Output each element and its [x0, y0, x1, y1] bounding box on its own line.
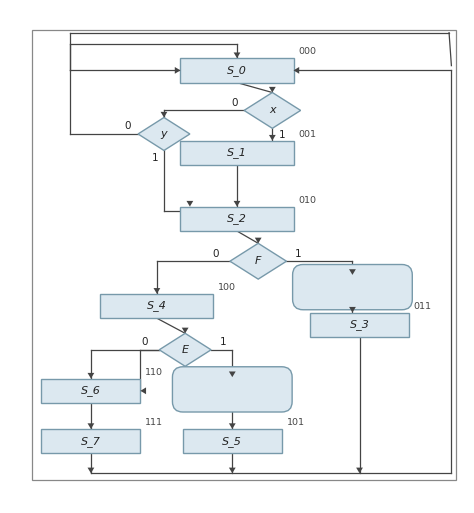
Polygon shape	[161, 112, 167, 117]
FancyBboxPatch shape	[181, 58, 293, 83]
Text: E: E	[182, 345, 189, 355]
Text: 0: 0	[125, 122, 131, 131]
Text: S_5: S_5	[222, 436, 242, 447]
Text: F: F	[255, 256, 261, 266]
Polygon shape	[229, 423, 236, 429]
Text: 1: 1	[278, 130, 285, 141]
Text: 110: 110	[145, 368, 163, 377]
FancyBboxPatch shape	[173, 367, 292, 412]
Polygon shape	[138, 117, 190, 150]
Polygon shape	[234, 52, 240, 58]
Polygon shape	[255, 238, 262, 243]
Polygon shape	[154, 288, 160, 294]
Polygon shape	[349, 269, 356, 275]
Text: S_3: S_3	[350, 320, 369, 330]
Polygon shape	[186, 201, 193, 207]
Text: 000: 000	[298, 47, 316, 56]
Text: 1: 1	[295, 249, 301, 259]
Text: 100: 100	[218, 283, 236, 292]
Text: 0: 0	[231, 98, 238, 108]
Text: y: y	[161, 129, 167, 139]
Polygon shape	[88, 468, 94, 473]
FancyBboxPatch shape	[100, 294, 213, 318]
Polygon shape	[175, 67, 181, 74]
Text: 010: 010	[298, 195, 316, 205]
FancyBboxPatch shape	[181, 207, 293, 231]
Text: 011: 011	[414, 302, 432, 311]
FancyBboxPatch shape	[183, 429, 282, 453]
Polygon shape	[293, 67, 299, 74]
FancyBboxPatch shape	[310, 312, 409, 337]
Polygon shape	[182, 328, 189, 333]
Text: S_4: S_4	[147, 301, 167, 311]
Text: S_1: S_1	[227, 147, 247, 159]
Polygon shape	[269, 87, 276, 92]
Polygon shape	[88, 373, 94, 379]
Polygon shape	[234, 201, 240, 207]
Polygon shape	[230, 243, 286, 279]
Text: 0: 0	[142, 337, 148, 347]
Text: x: x	[269, 105, 276, 115]
FancyBboxPatch shape	[181, 141, 293, 165]
Polygon shape	[269, 135, 276, 141]
Text: S_2: S_2	[227, 213, 247, 224]
Polygon shape	[244, 92, 301, 128]
Text: 001: 001	[298, 130, 316, 139]
Polygon shape	[356, 468, 363, 473]
Polygon shape	[229, 468, 236, 473]
Text: S_6: S_6	[81, 385, 101, 396]
Polygon shape	[159, 333, 211, 366]
Polygon shape	[140, 387, 146, 394]
Text: 101: 101	[286, 418, 304, 427]
Polygon shape	[88, 423, 94, 429]
Text: 0: 0	[212, 249, 219, 259]
FancyBboxPatch shape	[292, 265, 412, 310]
Text: 1: 1	[219, 337, 226, 347]
FancyBboxPatch shape	[41, 429, 140, 453]
Text: S_7: S_7	[81, 436, 101, 447]
Text: 111: 111	[145, 418, 163, 427]
Text: 1: 1	[152, 152, 159, 163]
Polygon shape	[229, 371, 236, 377]
Text: S_0: S_0	[227, 65, 247, 76]
FancyBboxPatch shape	[41, 379, 140, 403]
Polygon shape	[349, 307, 356, 312]
